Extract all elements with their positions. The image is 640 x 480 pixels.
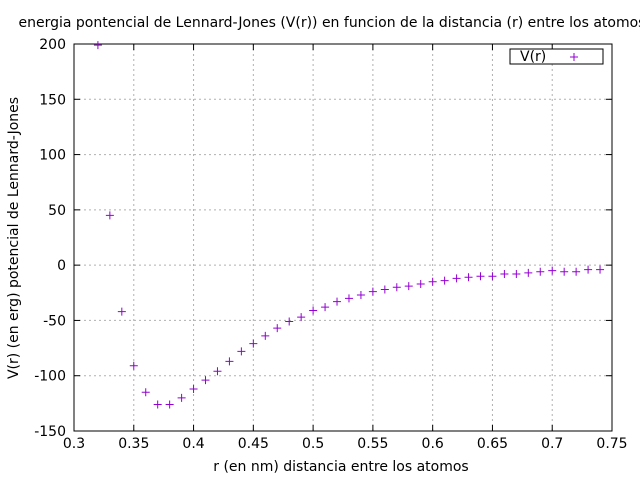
x-tick-label: 0.55 [357,436,388,452]
data-point [105,211,114,220]
data-point [201,376,210,385]
y-axis-label: V(r) (en erg) potencial de Lennard-Jones [6,97,22,379]
legend-plus-marker [570,53,578,61]
data-point [273,324,282,333]
data-point [93,41,102,50]
data-point [596,265,605,274]
data-point [321,303,330,312]
data-point [285,317,294,326]
data-point [249,339,258,348]
x-tick-label: 0.75 [596,436,627,452]
x-axis-label: r (en nm) distancia entre los atomos [213,459,468,475]
data-point [440,276,449,285]
data-point [380,285,389,294]
data-point [165,400,174,409]
legend-box [509,48,604,65]
x-tick-label: 0.3 [63,436,85,452]
y-tick-label: 150 [39,92,66,108]
data-point [488,272,497,281]
data-point [524,268,533,277]
y-tick-label: -150 [34,424,66,440]
data-point [153,400,162,409]
x-tick-label: 0.5 [302,436,324,452]
y-tick-label: 0 [57,258,66,274]
x-tick-label: 0.45 [238,436,269,452]
data-point [368,287,377,296]
grid-lines [74,44,612,431]
y-tick-label: 200 [39,37,66,53]
data-point [344,294,353,303]
data-point [117,307,126,316]
data-point [500,269,509,278]
data-point [464,273,473,282]
y-tick-label: -50 [43,313,66,329]
data-point [428,277,437,286]
data-point [584,265,593,274]
plot-area-frame [73,43,613,432]
data-point [416,279,425,288]
data-point [512,269,521,278]
data-point [309,306,318,315]
x-tick-label: 0.4 [182,436,204,452]
data-point [129,361,138,370]
data-point [189,384,198,393]
data-point [261,331,270,340]
data-point [536,267,545,276]
y-tick-label: 100 [39,148,66,164]
data-point [476,272,485,281]
data-point [392,283,401,292]
series-v-r-points [93,41,605,409]
y-axis-ticks: -150 -100 -50 0 50 100 150 200 [34,37,612,440]
data-point [548,266,557,275]
data-point [237,347,246,356]
chart-title: energia pontencial de Lennard-Jones (V(r… [19,15,640,31]
data-point [452,274,461,283]
y-tick-label: -100 [34,369,66,385]
x-axis-ticks: 0.3 0.35 0.4 0.45 0.5 0.55 0.6 0.65 0.7 0.75 [63,44,628,452]
data-point [177,393,186,402]
data-point [572,267,581,276]
y-tick-label: 50 [48,203,66,219]
x-tick-label: 0.65 [477,436,508,452]
data-point [333,297,342,306]
data-point [297,313,306,322]
legend-marker [570,53,578,61]
data-point [560,267,569,276]
data-point [404,282,413,291]
x-tick-label: 0.35 [118,436,149,452]
data-point [141,388,150,397]
x-tick-label: 0.7 [541,436,563,452]
x-tick-label: 0.6 [422,436,444,452]
legend-label: V(r) [520,49,546,65]
data-point [213,367,222,376]
data-point [356,290,365,299]
data-point [225,357,234,366]
legend: V(r) [509,48,604,65]
